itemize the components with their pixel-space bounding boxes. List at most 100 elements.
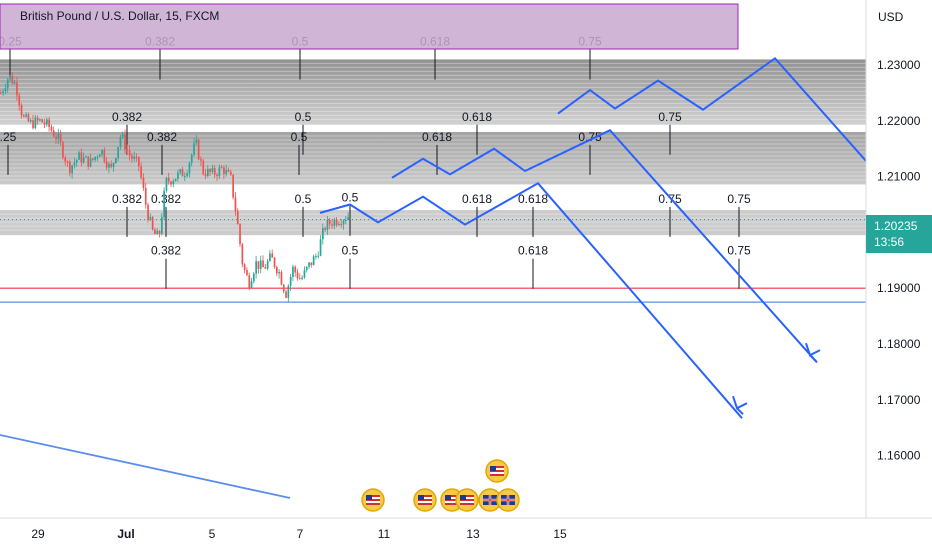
candle-body — [69, 161, 71, 174]
candle-body — [190, 154, 193, 163]
price-tick: 1.21000 — [877, 170, 921, 184]
zone-0[interactable] — [0, 59, 866, 125]
candle-body — [264, 267, 267, 269]
candle-body — [94, 156, 96, 160]
us-flag-icon[interactable] — [413, 488, 437, 512]
candle-body — [269, 253, 271, 262]
us-flag-icon[interactable] — [455, 488, 479, 512]
candle-body — [255, 261, 257, 274]
candle-body — [140, 166, 142, 178]
candle-body — [197, 139, 200, 160]
currency-label: USD — [878, 10, 904, 24]
candle-body — [200, 159, 202, 161]
candle-body — [29, 120, 32, 122]
candle-body — [110, 163, 113, 167]
price-axis[interactable] — [866, 0, 932, 518]
fib-label: 0.382 — [151, 244, 181, 258]
zone-2[interactable] — [0, 210, 866, 236]
candle-body — [48, 119, 50, 127]
candle-body — [278, 272, 280, 274]
candle-body — [59, 133, 62, 143]
candle-body — [342, 220, 345, 225]
time-axis[interactable] — [0, 518, 932, 550]
candle-body — [144, 188, 147, 205]
fib-label: 0.618 — [518, 192, 548, 206]
candle-body — [50, 126, 53, 131]
candle-body — [285, 291, 287, 298]
fib-label: 0.75 — [578, 130, 602, 144]
arrowhead-0 — [805, 342, 821, 362]
candle-body — [133, 156, 136, 159]
zone-1[interactable] — [0, 131, 866, 185]
title-box — [0, 3, 739, 50]
candle-body — [292, 266, 294, 278]
candle-body — [161, 217, 163, 234]
candle-body — [287, 285, 290, 298]
fib-label: 0.5 — [342, 191, 359, 205]
candle-body — [131, 155, 133, 159]
fib-label: 0.382 — [112, 110, 142, 124]
candle-body — [85, 156, 87, 158]
candle-body — [170, 181, 172, 185]
candle-body — [4, 88, 7, 92]
fib-label: 0.382 — [151, 192, 181, 206]
candle-body — [66, 161, 69, 163]
candle-body — [299, 278, 301, 280]
current-price: 1.20235 — [874, 219, 918, 233]
candle-body — [188, 162, 191, 174]
candle-body — [13, 82, 16, 84]
forecast-path-0[interactable] — [557, 56, 869, 164]
candle-body — [225, 169, 228, 175]
candle-body — [216, 174, 218, 177]
us-flag-icon[interactable] — [361, 488, 385, 512]
uk-flag-icon[interactable] — [496, 488, 520, 512]
candle-body — [108, 163, 110, 168]
candle-body — [18, 95, 21, 106]
candle-body — [266, 261, 269, 269]
fib-label: 0.618 — [462, 192, 492, 206]
candle-body — [186, 173, 188, 177]
candle-body — [193, 143, 195, 155]
candle-body — [46, 119, 48, 125]
candle-body — [151, 217, 154, 230]
forecast-path-2[interactable] — [319, 182, 743, 419]
candle-body — [23, 115, 25, 117]
candle-body — [271, 253, 274, 258]
candle-body — [55, 136, 57, 140]
candle-body — [92, 158, 94, 160]
forecast-path-1[interactable] — [391, 129, 818, 364]
candle-body — [333, 219, 336, 226]
date-tick: 11 — [378, 527, 391, 541]
candle-body — [39, 119, 41, 121]
us-flag-icon[interactable] — [485, 459, 509, 483]
candle-body — [326, 220, 329, 230]
fib-label: 0.5 — [291, 130, 308, 144]
candle-body — [41, 119, 44, 123]
candle-body — [195, 139, 198, 144]
candle-body — [78, 152, 80, 160]
price-tick: 1.18000 — [877, 337, 921, 351]
candle-body — [0, 92, 2, 94]
candle-body — [179, 169, 182, 173]
candle-body — [338, 224, 340, 226]
candle-body — [181, 169, 184, 177]
candle-body — [310, 262, 313, 266]
candle-body — [296, 272, 299, 279]
candle-body — [34, 117, 37, 129]
candle-body — [98, 154, 101, 157]
candle-body — [227, 169, 230, 172]
candle-body — [236, 211, 239, 225]
trend-line[interactable] — [0, 434, 291, 499]
candle-body — [220, 167, 223, 169]
date-tick: 13 — [466, 527, 480, 541]
candle-body — [121, 134, 124, 137]
candle-body — [322, 228, 324, 240]
candle-body — [25, 114, 27, 117]
candle-body — [303, 270, 306, 278]
candle-body — [324, 228, 326, 230]
candle-body — [184, 176, 186, 178]
candle-body — [241, 244, 244, 265]
candle-body — [280, 272, 283, 285]
candle-body — [253, 273, 255, 282]
